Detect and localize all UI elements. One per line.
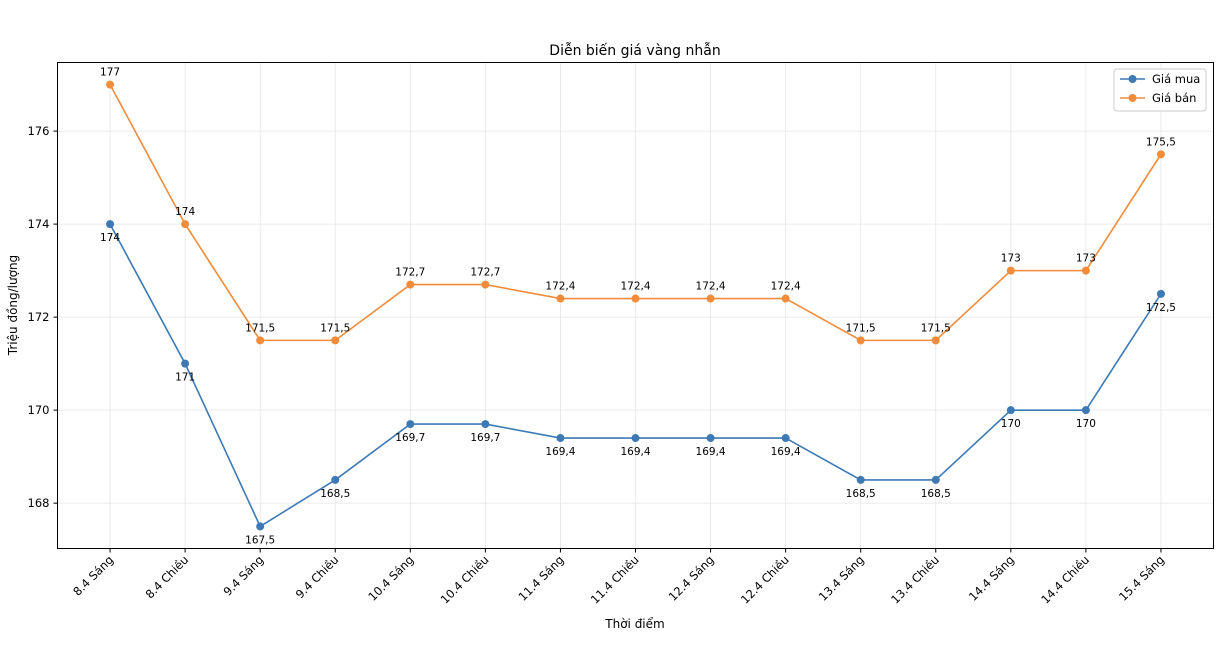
legend-label-mua: Giá mua (1152, 72, 1200, 86)
data-label: 172,4 (771, 281, 801, 293)
y-tick-label: 170 (28, 403, 50, 417)
data-point (931, 336, 940, 345)
data-label: 168,5 (921, 488, 951, 500)
x-tick-label: 9.4 Sáng (220, 553, 266, 599)
data-label: 174 (100, 232, 120, 244)
legend-marker-mua (1128, 75, 1137, 83)
x-tick-label: 14.4 Sáng (966, 553, 1017, 604)
data-point (106, 80, 115, 89)
data-point (1156, 150, 1165, 159)
data-label: 170 (1076, 418, 1096, 430)
data-point (1006, 406, 1015, 415)
data-label: 169,7 (470, 432, 500, 444)
data-point (856, 475, 865, 484)
y-tick-label: 176 (28, 124, 50, 138)
data-point (406, 420, 415, 429)
data-label: 168,5 (320, 488, 350, 500)
data-point (631, 434, 640, 443)
data-point (106, 220, 115, 229)
data-label: 169,7 (395, 432, 425, 444)
legend: Giá mua Giá bán (1113, 68, 1207, 112)
data-point (1081, 266, 1090, 275)
axes: 8.4 Sáng 8.4 Chiều 9.4 Sáng 9.4 Chiều 10.4 S… (28, 124, 1168, 606)
x-tick-label: 10.4 Chiều (438, 553, 492, 607)
data-label: 172,4 (545, 281, 575, 293)
x-tick-label: 8.4 Chiều (143, 553, 192, 602)
data-point (406, 280, 415, 289)
data-label: 171,5 (320, 322, 350, 334)
data-point (706, 294, 715, 303)
x-tick-label: 11.4 Sáng (516, 553, 567, 604)
series-group: 174 171 167,5 168,5 169,7 169,7 169,4 169,4 169,… (100, 67, 1176, 547)
data-label: 173 (1001, 253, 1021, 265)
data-point (781, 434, 790, 443)
x-tick-label: 10.4 Sáng (365, 553, 416, 604)
data-label: 169,4 (620, 446, 650, 458)
data-point (1081, 406, 1090, 415)
data-label: 169,4 (545, 446, 575, 458)
data-label: 172,4 (696, 281, 726, 293)
x-tick-label: 11.4 Chiều (588, 553, 642, 607)
data-point (1156, 289, 1165, 298)
data-label: 175,5 (1146, 136, 1176, 148)
data-label: 177 (100, 67, 120, 79)
x-tick-label: 15.4 Sáng (1116, 553, 1167, 604)
x-tick-label: 14.4 Chiều (1038, 553, 1092, 607)
y-tick-label: 168 (28, 496, 50, 510)
data-point (706, 434, 715, 443)
data-point (256, 336, 265, 345)
data-label: 167,5 (245, 534, 275, 546)
data-point (631, 294, 640, 303)
data-point (481, 280, 490, 289)
data-point (331, 475, 340, 484)
data-label: 171,5 (846, 322, 876, 334)
data-point (556, 434, 565, 443)
grid (57, 62, 1214, 549)
data-label: 172,7 (470, 267, 500, 279)
data-label: 171,5 (245, 322, 275, 334)
x-tick-label: 12.4 Sáng (666, 553, 717, 604)
data-point (1006, 266, 1015, 275)
data-point (481, 420, 490, 429)
data-point (181, 220, 190, 229)
x-tick-label: 13.4 Chiều (888, 553, 942, 607)
data-point (181, 359, 190, 368)
data-label: 171,5 (921, 322, 951, 334)
data-label: 172,4 (620, 281, 650, 293)
x-tick-label: 9.4 Chiều (293, 553, 342, 602)
x-tick-label: 12.4 Chiều (738, 553, 792, 607)
x-tick-label: 8.4 Sáng (70, 553, 116, 599)
data-point (931, 475, 940, 484)
data-label: 169,4 (771, 446, 801, 458)
data-label: 174 (175, 206, 195, 218)
data-label: 172,7 (395, 267, 425, 279)
data-point (256, 522, 265, 531)
data-point (331, 336, 340, 345)
data-label: 169,4 (696, 446, 726, 458)
legend-label-ban: Giá bán (1152, 91, 1196, 105)
y-tick-label: 174 (28, 217, 50, 231)
data-point (856, 336, 865, 345)
x-tick-label: 13.4 Sáng (816, 553, 867, 604)
data-label: 172,5 (1146, 302, 1176, 314)
chart-title: Diễn biến giá vàng nhẫn (549, 42, 720, 59)
x-axis-label: Thời điểm (604, 617, 664, 631)
data-point (781, 294, 790, 303)
y-tick-label: 172 (28, 310, 50, 324)
data-label: 173 (1076, 253, 1096, 265)
data-label: 168,5 (846, 488, 876, 500)
data-label: 171 (175, 372, 195, 384)
data-point (556, 294, 565, 303)
y-axis-label: Triệu đồng/lượng (6, 255, 20, 356)
data-label: 170 (1001, 418, 1021, 430)
legend-marker-ban (1128, 94, 1137, 102)
